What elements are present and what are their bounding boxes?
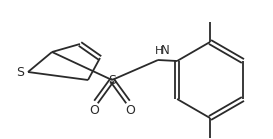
Text: N: N (161, 44, 169, 58)
Text: H: H (155, 46, 163, 56)
Text: S: S (108, 74, 116, 86)
Text: S: S (16, 66, 24, 80)
Text: O: O (89, 104, 99, 116)
Text: O: O (125, 104, 135, 116)
